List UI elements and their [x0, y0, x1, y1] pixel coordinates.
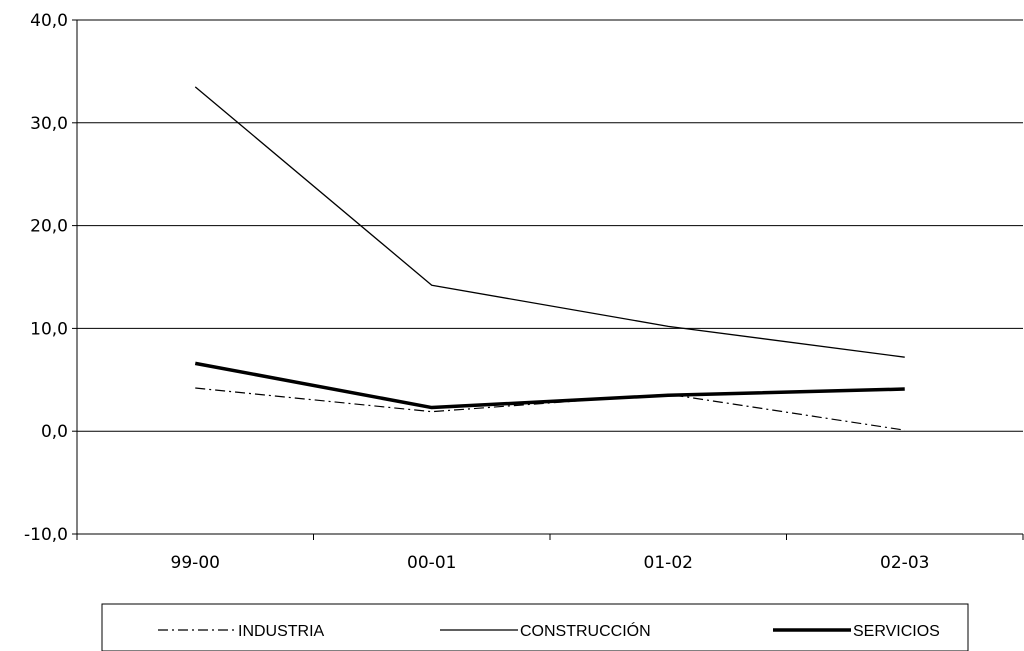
series-line-industria [195, 387, 905, 431]
x-tick-labels: 99-00 00-01 01-02 02-03 [171, 553, 930, 573]
legend-label: SERVICIOS [853, 623, 940, 640]
legend-box [101, 603, 969, 651]
x-tick-label: 00-01 [407, 553, 456, 573]
series-lines [194, 86, 905, 431]
x-tick-label: 01-02 [644, 553, 693, 573]
y-tick-label: -10,0 [24, 525, 68, 545]
y-tick-label: 0,0 [41, 422, 68, 442]
series-line-construcción [194, 86, 905, 358]
gridlines [77, 19, 1023, 432]
legend-label: CONSTRUCCIÓN [520, 621, 651, 640]
legend-label: INDUSTRIA [238, 623, 325, 640]
x-tick-label: 02-03 [880, 553, 929, 573]
legend: INDUSTRIA CONSTRUCCIÓN SERVICIOS [101, 603, 969, 651]
y-tick-labels: -10,0 0,0 10,0 20,0 30,0 40,0 [24, 11, 68, 545]
y-tick-label: 30,0 [30, 114, 68, 134]
x-tick-label: 99-00 [171, 553, 220, 573]
axes [72, 19, 1024, 540]
y-tick-label: 40,0 [30, 11, 68, 31]
series-line-servicios [194, 361, 905, 410]
y-tick-label: 20,0 [30, 217, 68, 237]
y-tick-label: 10,0 [30, 319, 68, 339]
